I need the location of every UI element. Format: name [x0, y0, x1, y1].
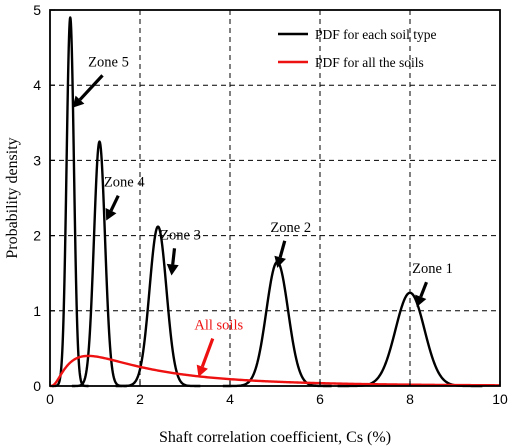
y-axis-label: Probability density [4, 137, 21, 258]
x-tick-label: 6 [316, 391, 324, 407]
curve-all-soils [49, 354, 500, 388]
arrowhead-zone-2 [274, 255, 286, 268]
arrow-all-soils [200, 338, 215, 368]
curve-zone-5 [51, 16, 90, 388]
arrow-zone-1 [419, 281, 428, 298]
arrow-zone-4 [109, 195, 120, 212]
y-tick-label: 3 [33, 152, 41, 168]
x-tick-label: 8 [406, 391, 414, 407]
arrowhead-zone-4 [105, 208, 117, 221]
grid-lines [50, 10, 500, 386]
y-tick-label: 5 [33, 2, 41, 18]
arrow-zone-2 [278, 240, 287, 258]
legend: PDF for each soil type PDF for all the so… [278, 27, 436, 70]
x-tick-label: 10 [492, 391, 508, 407]
y-tick-label: 2 [33, 228, 41, 244]
curve-zone-3 [115, 225, 201, 388]
legend-label: PDF for all the soils [315, 55, 424, 70]
annotation-zone-3: Zone 3 [160, 227, 201, 243]
annotations: Zone 5 Zone 4 Zone 3 Zone 2 Zone 1 All soils [72, 54, 453, 377]
y-tick-label: 1 [33, 303, 41, 319]
x-axis-label: Shaft correlation coefficient, Cs (%) [159, 429, 391, 446]
arrowhead-zone-3 [166, 263, 179, 276]
annotation-zone-1: Zone 1 [412, 261, 453, 277]
axis-ticks: 0 2 4 6 8 10 0 1 2 3 4 5 [33, 2, 508, 407]
arrow-zone-5 [78, 74, 104, 101]
arrow-zone-3 [171, 248, 177, 265]
annotation-zone-4: Zone 4 [104, 175, 145, 191]
pdf-curves [49, 16, 500, 388]
arrowhead-zone-5 [72, 95, 85, 108]
x-tick-label: 2 [136, 391, 144, 407]
legend-label: PDF for each soil type [315, 27, 436, 42]
annotation-zone-5: Zone 5 [88, 54, 129, 70]
x-tick-label: 4 [226, 391, 234, 407]
annotation-all-soils: All soils [194, 318, 243, 334]
y-tick-label: 0 [33, 378, 41, 394]
x-tick-label: 0 [46, 391, 54, 407]
plot-frame [49, 9, 501, 387]
annotation-zone-2: Zone 2 [270, 220, 311, 236]
arrowhead-zone-1 [415, 294, 427, 308]
y-tick-label: 4 [33, 77, 41, 93]
arrowhead-all-soils [196, 364, 208, 377]
